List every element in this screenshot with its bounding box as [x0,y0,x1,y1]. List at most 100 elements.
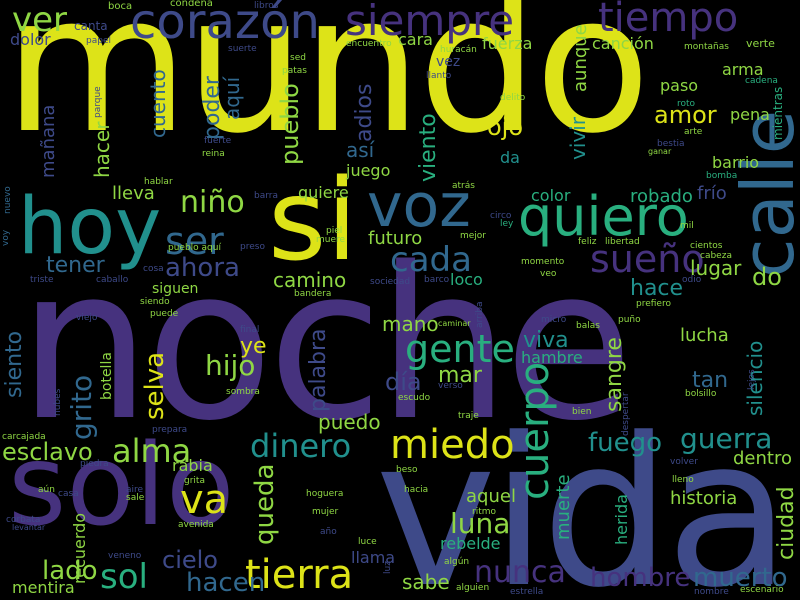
word-nombre: nombre [694,587,729,597]
word-bien: bien [572,407,592,417]
word-alma: alma [112,432,192,470]
word-camino: camino [273,268,347,292]
word-viejo: viejo [76,313,98,323]
word-pueblo-aqui: pueblo aquí [168,243,221,253]
word-llama: llama [351,548,396,567]
word-prefiero: prefiero [636,299,671,309]
word-grita: grita [184,476,205,486]
word-paso: paso [660,76,699,95]
word-cara: cara [398,30,433,49]
word-luz: luz [383,561,393,574]
word-escudo: escudo [398,393,431,403]
word-historia: historia [670,488,738,509]
word-mar: mar [438,363,482,388]
word-hoguera: hoguera [306,489,344,499]
word-palabra: palabra [306,328,331,412]
word-barco: barco [424,275,450,285]
word-dinero: dinero [250,427,352,465]
word-si: si [268,156,358,286]
word-mundo: mundo [4,0,651,175]
word-huracan: huracán [440,45,477,55]
word-luce: luce [358,537,377,547]
word-cielo: cielo [162,546,218,574]
word-aun: aún [38,485,55,495]
word-botella: botella [99,352,115,400]
word-hombre: hombre [590,563,691,593]
word-ojo: ojo [487,113,524,141]
word-hoy: hoy [18,182,162,272]
word-nino: niño [180,185,245,220]
word-hacen: hacen [186,568,266,598]
word-dia: día [385,368,422,396]
word-levantar: levantar [12,523,46,532]
word-alguien: alguien [456,583,490,593]
word-tierra: tierra [245,552,354,598]
word-gente: gente [405,327,515,371]
word-calle: calle [726,109,800,278]
word-rabia: rabia [172,456,213,475]
word-esclavo: esclavo [2,438,93,466]
word-hablar: hablar [144,177,173,187]
word-llanto: llanto [426,71,452,81]
word-aire: aire [126,485,144,495]
word-verte: verte [746,37,775,50]
word-momento: momento [521,257,565,267]
word-hace: hace [630,276,684,301]
word-muerte: muerte [553,474,574,540]
word-sueno: sueño [590,237,705,281]
word-montanas: montañas [684,42,729,52]
word-hambre: hambre [521,348,583,367]
word-bolsillo: bolsillo [685,389,717,399]
word-tener: tener [46,253,105,278]
word-cancion: canción [592,34,654,53]
word-casa: casa [58,489,79,499]
word-odio: odio [682,275,702,285]
word-manana: mañana [38,104,59,178]
word-adios: adios [352,83,377,142]
word-sombra: sombra [226,387,260,397]
word-vida: vida [375,395,791,600]
word-atras: atrás [452,181,475,191]
word-roto: roto [677,99,696,109]
word-voz: voz [367,171,471,241]
word-cada: cada [390,240,472,280]
word-lado: lado [42,556,98,586]
word-fuerte: fuerte [204,136,232,146]
word-da: da [500,148,520,167]
word-nubes: nubes [53,388,63,416]
word-feliz: feliz [578,237,597,247]
word-quiere: quiere [298,183,349,202]
word-carcajada: carcajada [2,432,46,442]
word-ritmo: ritmo [472,507,497,517]
word-traje: traje [458,411,479,421]
word-nunca: nunca [474,555,566,590]
word-puede: puede [150,309,179,319]
word-veo: veo [540,269,557,279]
word-siendo: siendo [140,297,170,307]
word-micro: micro [541,315,567,325]
word-verso: verso [438,381,463,391]
word-lejos: lejos [747,369,757,390]
word-hijo: hijo [205,349,256,382]
word-hacer: hacer [90,121,114,178]
word-preso: preso [240,242,265,252]
word-balas: balas [576,321,600,331]
word-mil: mil [680,221,694,231]
word-muerto: muerto [693,563,788,593]
word-siguen: siguen [152,281,199,297]
word-pena: pena [730,105,770,124]
word-cuento: cuento [146,69,170,138]
word-boca: boca [108,1,133,12]
word-algun: algún [444,557,470,567]
word-avenida: avenida [178,520,214,530]
word-bandera: bandera [294,289,332,299]
word-bomba: bomba [706,171,738,181]
word-piel: piel [326,226,343,236]
word-arma: arma [722,60,764,79]
word-arriba: arriba [475,301,485,329]
word-siempre: siempre [345,0,515,45]
word-lleno: lleno [672,475,694,485]
word-aqui: aquí [220,76,244,120]
word-circo: circo [490,211,512,221]
word-quiero: quiero [518,185,689,248]
